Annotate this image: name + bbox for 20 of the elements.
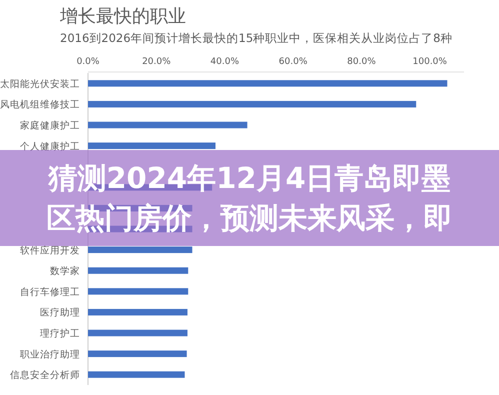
chart-subtitle: 2016到2026年间预计增长最快的15种职业中，医保相关从业岗位占了8种 xyxy=(60,31,452,45)
y-tick-label: 自行车修理工 xyxy=(20,286,80,298)
x-tick-label: 0.0% xyxy=(76,57,100,67)
y-tick-label: 软件应用开发 xyxy=(20,244,80,256)
y-tick-label: 职业治疗助理 xyxy=(20,348,80,360)
x-tick-label: 20.0% xyxy=(142,57,172,67)
y-tick-label: 理疗护工 xyxy=(40,328,80,340)
x-tick-label: 100.0% xyxy=(412,57,448,67)
annotation: 猜测2024年12月4日青岛即墨区热门房价，预测未来风采，即 xyxy=(46,160,454,237)
y-tick-label: 家庭健康护工 xyxy=(20,120,80,132)
y-tick-label: 个人健康护工 xyxy=(20,140,80,152)
x-tick-label: 40.0% xyxy=(210,57,240,67)
chart-title: 增长最快的职业 xyxy=(59,6,186,27)
y-tick-label: 数学家 xyxy=(50,265,80,278)
y-tick-label: 太阳能光伏安装工 xyxy=(0,78,80,90)
x-tick-label: 80.0% xyxy=(347,57,376,67)
x-tick-label: 60.0% xyxy=(278,57,308,67)
y-tick-label: 医疗助理 xyxy=(40,306,80,319)
y-tick-label: 风电机组维修技工 xyxy=(0,98,80,111)
y-tick-label: 信息安全分析师 xyxy=(10,369,80,382)
